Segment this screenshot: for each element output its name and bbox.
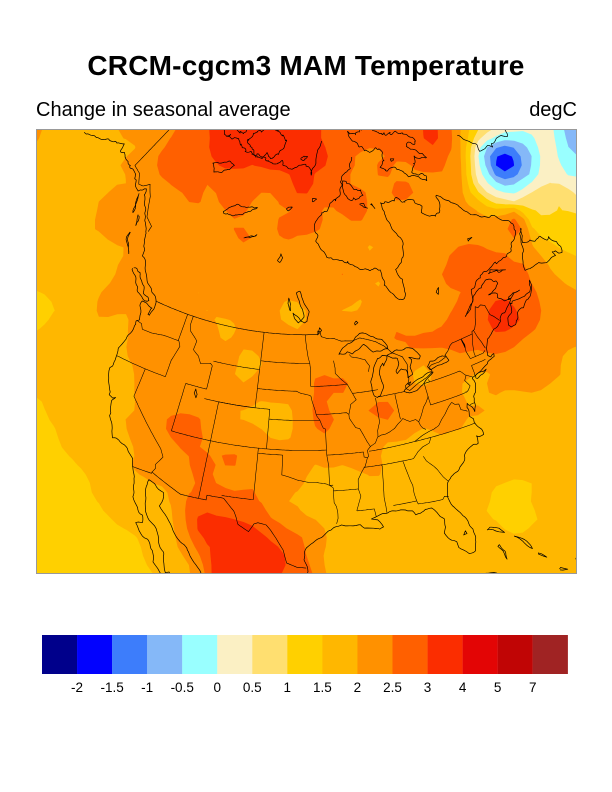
svg-text:2: 2 bbox=[354, 680, 362, 695]
svg-text:-1.5: -1.5 bbox=[100, 680, 123, 695]
svg-text:7: 7 bbox=[529, 680, 537, 695]
svg-text:5: 5 bbox=[494, 680, 502, 695]
svg-text:-1: -1 bbox=[141, 680, 153, 695]
svg-text:1: 1 bbox=[284, 680, 292, 695]
svg-text:1.5: 1.5 bbox=[313, 680, 332, 695]
svg-text:-0.5: -0.5 bbox=[171, 680, 194, 695]
svg-text:2.5: 2.5 bbox=[383, 680, 402, 695]
svg-text:4: 4 bbox=[459, 680, 467, 695]
svg-text:3: 3 bbox=[424, 680, 432, 695]
svg-text:-2: -2 bbox=[71, 680, 83, 695]
svg-text:0.5: 0.5 bbox=[243, 680, 262, 695]
svg-text:0: 0 bbox=[213, 680, 221, 695]
